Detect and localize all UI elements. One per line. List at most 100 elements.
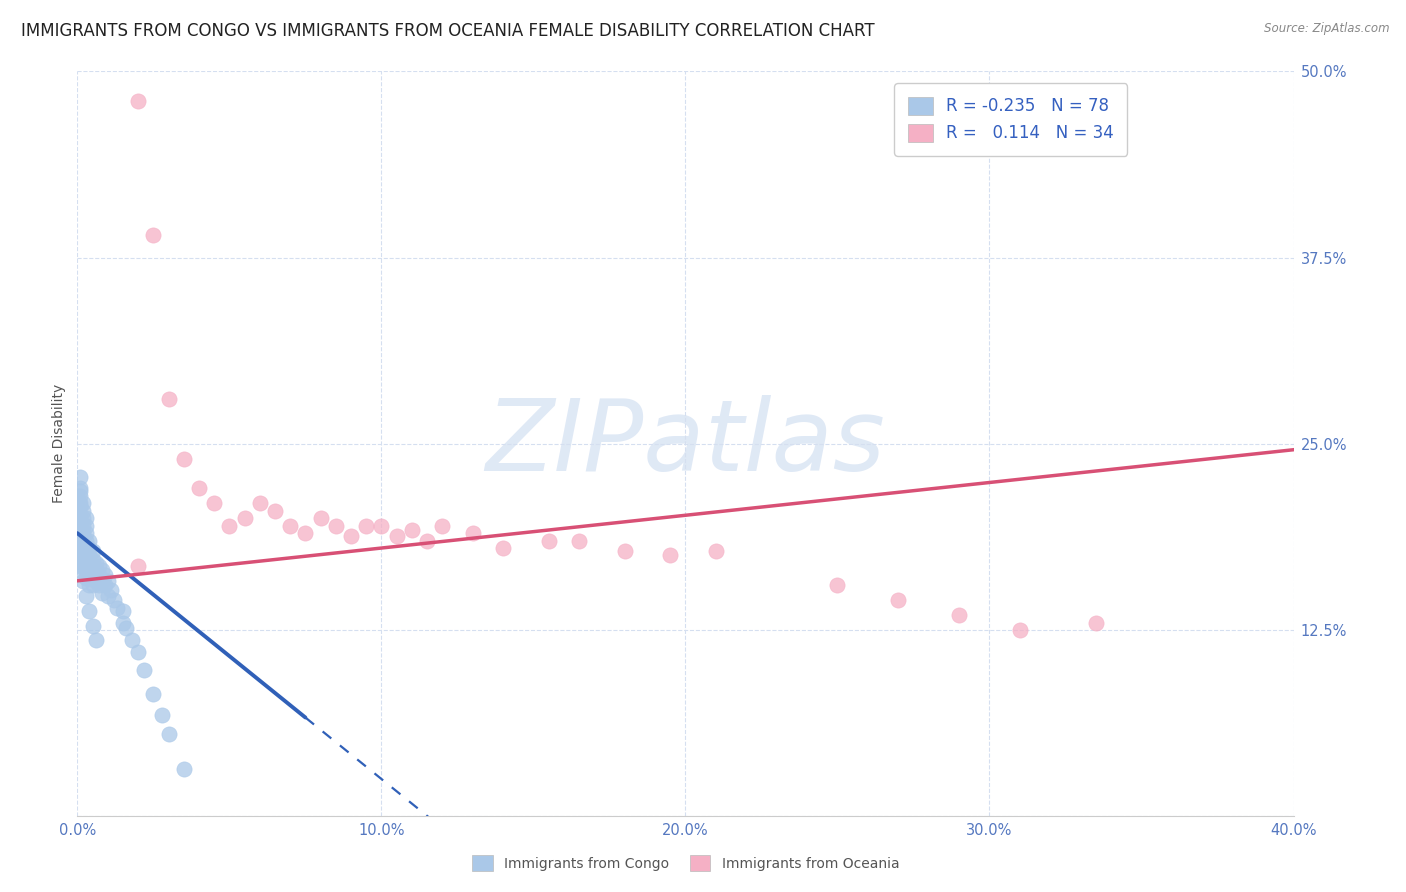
Point [72,574,94,588]
Point [69,563,91,577]
Point [82,558,104,573]
Point [93,578,115,592]
Point [72,496,94,510]
Point [173,762,195,776]
Point [66,489,89,503]
Point [461,526,484,541]
Point [72,504,94,518]
Point [75,518,97,533]
Point [354,518,377,533]
Point [75,556,97,570]
Point [202,496,225,510]
Point [69,484,91,499]
Point [416,533,439,548]
Point [69,541,91,555]
Point [75,526,97,541]
Point [75,533,97,548]
Point [69,469,91,483]
Point [218,518,240,533]
Point [79,604,101,618]
Point [1008,623,1031,637]
Text: Source: ZipAtlas.com: Source: ZipAtlas.com [1264,22,1389,36]
Point [66,529,89,543]
Point [127,645,149,659]
Point [75,511,97,525]
Point [90,586,112,600]
Point [75,549,97,563]
Point [103,593,125,607]
Point [325,518,347,533]
Point [72,518,94,533]
Point [87,578,110,592]
Point [1084,615,1107,630]
Point [121,633,143,648]
Point [79,578,101,592]
Point [134,663,156,677]
Point [97,589,120,603]
Point [69,511,91,525]
Point [79,566,101,581]
Point [142,228,165,243]
Point [69,518,91,533]
Point [66,504,89,518]
Point [69,482,91,496]
Point [79,541,101,555]
Point [278,518,301,533]
Point [72,526,94,541]
Point [887,593,910,607]
Point [79,556,101,570]
Point [69,500,91,514]
Point [401,523,423,537]
Point [69,489,91,503]
Point [82,578,104,592]
Point [66,514,89,528]
Point [69,549,91,563]
Point [90,574,112,588]
Point [82,544,104,558]
Point [75,563,97,577]
Point [142,687,165,701]
Point [69,533,91,548]
Text: ZIPatlas: ZIPatlas [485,395,886,492]
Point [613,544,636,558]
Point [66,544,89,558]
Point [84,633,107,648]
Y-axis label: Female Disability: Female Disability [52,384,66,503]
Point [72,511,94,525]
Point [127,558,149,573]
Point [111,604,134,618]
Point [82,567,104,582]
Point [659,549,682,563]
Point [69,556,91,570]
Point [264,504,287,518]
Point [72,533,94,548]
Point [704,544,727,558]
Point [82,553,104,567]
Point [827,578,849,592]
Point [87,558,110,573]
Point [188,482,211,496]
Point [385,529,408,543]
Legend: Immigrants from Congo, Immigrants from Oceania: Immigrants from Congo, Immigrants from O… [467,850,904,876]
Point [370,518,392,533]
Point [90,563,112,577]
Point [157,392,180,406]
Point [79,549,101,563]
Point [233,511,256,525]
Point [72,549,94,563]
Point [537,533,560,548]
Point [115,622,138,636]
Point [568,533,591,548]
Point [294,526,316,541]
Point [152,707,174,722]
Point [84,556,107,570]
Point [69,496,91,510]
Point [173,451,195,466]
Point [430,518,453,533]
Point [72,558,94,573]
Point [97,574,120,588]
Text: IMMIGRANTS FROM CONGO VS IMMIGRANTS FROM OCEANIA FEMALE DISABILITY CORRELATION C: IMMIGRANTS FROM CONGO VS IMMIGRANTS FROM… [21,22,875,40]
Point [79,533,101,548]
Point [87,567,110,582]
Point [84,574,107,588]
